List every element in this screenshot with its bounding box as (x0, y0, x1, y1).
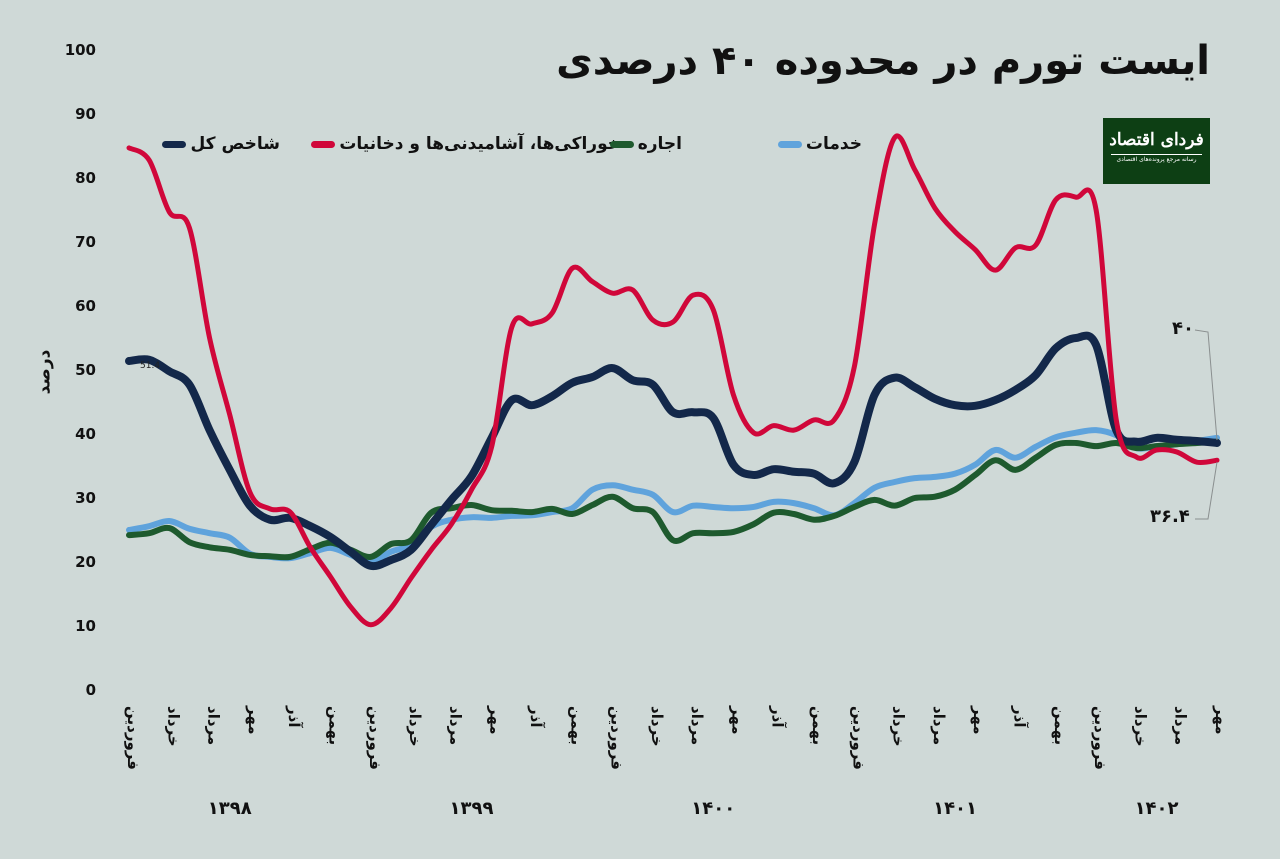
logo-text: فردای اقتصاد (1109, 130, 1204, 150)
x-tick-label: آذر (526, 706, 545, 728)
series-line-services (126, 427, 1220, 566)
year-label: ۱۴۰۰ (691, 798, 736, 819)
y-tick-label: 20 (75, 553, 96, 571)
annotation-end-upper: ۴۰ (1172, 318, 1194, 339)
y-tick-label: 0 (86, 681, 96, 699)
annotation-start-general: 51.4 (140, 361, 160, 371)
annotation-leader-upper (1194, 329, 1218, 441)
year-label: ۱۴۰۲ (1134, 798, 1179, 819)
x-tick-label: مرداد (688, 706, 707, 746)
brand-logo: فردای اقتصاد رسانه مرجع پرونده‌های اقتصا… (1103, 118, 1210, 184)
x-tick-label: بهمن (325, 706, 344, 746)
annotation-end-lower: ۳۶.۴ (1150, 506, 1190, 527)
x-tick-label: مرداد (1171, 706, 1190, 746)
x-tick-label: مهر (970, 706, 989, 735)
series-line-general (125, 331, 1221, 571)
y-tick-label: 60 (75, 297, 96, 315)
series-lines (125, 133, 1221, 628)
legend-swatch-services (777, 140, 802, 148)
x-tick-label: آذر (768, 706, 787, 728)
legend-rent: اجاره (609, 134, 682, 154)
y-tick-label: 80 (75, 169, 96, 187)
y-tick-label: 30 (75, 489, 96, 507)
y-tick-label: 90 (75, 105, 96, 123)
x-tick-label: فروردین (849, 706, 868, 770)
x-tick-label: فروردین (365, 706, 384, 770)
y-axis-ticks: 0 10 20 30 40 50 60 70 80 90 100 (65, 41, 96, 699)
y-tick-label: 10 (75, 617, 96, 635)
legend-swatch-food (311, 140, 336, 148)
y-tick-label: 50 (75, 361, 96, 379)
x-tick-label: فروردین (124, 706, 142, 770)
y-tick-label: 70 (75, 233, 96, 251)
legend-swatch-rent (609, 140, 634, 148)
legend-label-rent: اجاره (637, 134, 682, 154)
series-line-rent (126, 438, 1220, 561)
legend-swatch-general (162, 140, 187, 148)
year-label: ۱۳۹۹ (449, 798, 494, 819)
legend-label-services: خدمات (805, 134, 862, 154)
legend-food: خوراکی‌ها، آشامیدنی‌ها و دخانیات (311, 134, 620, 154)
legend-general: شاخص کل (162, 134, 280, 154)
year-label: ۱۳۹۸ (207, 798, 252, 819)
x-tick-label: مرداد (204, 706, 223, 746)
x-tick-label: مهر (1212, 706, 1230, 735)
x-tick-label: مرداد (929, 706, 948, 746)
y-tick-label: 40 (75, 425, 96, 443)
x-tick-label: مهر (486, 706, 505, 735)
x-tick-label: بهمن (1050, 706, 1069, 746)
x-tick-label: مرداد (446, 706, 465, 746)
x-tick-label: آذر (1010, 706, 1029, 728)
legend-label-food: خوراکی‌ها، آشامیدنی‌ها و دخانیات (339, 134, 620, 154)
x-tick-label: خرداد (1131, 706, 1150, 747)
year-label: ۱۴۰۱ (933, 798, 978, 819)
x-tick-label: خرداد (164, 706, 183, 747)
x-tick-label: مهر (244, 706, 263, 735)
legend-services: خدمات (777, 134, 862, 154)
x-tick-label: فروردین (607, 706, 626, 770)
x-tick-label: بهمن (567, 706, 586, 746)
legend-label-general: شاخص کل (190, 134, 280, 154)
x-tick-label: فروردین (1091, 706, 1110, 770)
annotation-leader-lower (1195, 461, 1218, 520)
chart-title: ایست تورم در محدوده ۴۰ درصدی (556, 38, 1210, 84)
x-tick-label: بهمن (809, 706, 828, 746)
x-tick-label: آذر (285, 706, 304, 728)
x-tick-label: مهر (728, 706, 747, 735)
series-line-food (126, 133, 1220, 628)
x-tick-label: خرداد (406, 706, 425, 747)
logo-subtitle: رسانه مرجع پرونده‌های اقتصادی (1111, 154, 1202, 163)
x-tick-label: خرداد (647, 706, 666, 747)
x-tick-label: خرداد (889, 706, 908, 747)
y-tick-label: 100 (65, 41, 96, 59)
